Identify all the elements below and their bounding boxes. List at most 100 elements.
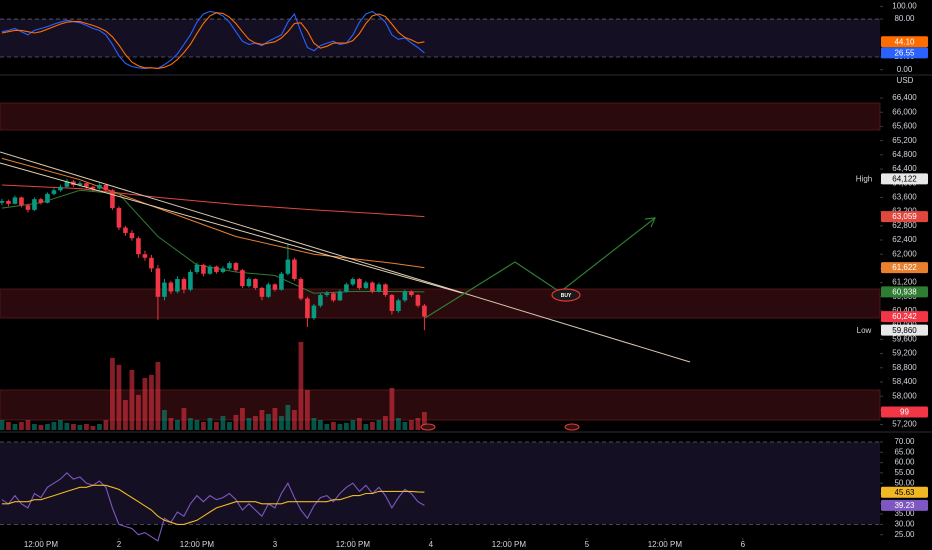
volume-bar <box>162 409 167 430</box>
candle-body <box>6 200 11 204</box>
volume-bar <box>337 423 343 430</box>
candle-body <box>149 257 154 269</box>
volume-bar <box>90 425 96 430</box>
volume-bar <box>175 419 180 430</box>
price-tag-label: High <box>856 175 872 184</box>
volume-bar <box>181 407 187 430</box>
volume-bar <box>246 417 252 430</box>
volume-bar <box>376 419 382 430</box>
volume-bar <box>220 415 226 430</box>
y-tick-label: 60,400 <box>892 306 917 315</box>
volume-bar <box>311 417 317 430</box>
y-tick-label: 64,400 <box>892 164 917 173</box>
candle-body <box>357 279 362 288</box>
price-tag-label: Low <box>857 326 872 335</box>
candle-body <box>298 279 304 299</box>
y-tick-label: 80.00 <box>894 14 915 23</box>
volume-bar <box>233 414 239 430</box>
price-tag <box>881 36 928 48</box>
y-tick-label: 30.00 <box>894 520 915 529</box>
candle-body <box>376 284 382 292</box>
candle-body <box>129 232 135 239</box>
y-tick-label: 63,600 <box>892 193 917 202</box>
y-tick-label: 58,400 <box>892 377 917 386</box>
volume-bar <box>370 421 375 430</box>
candle-body <box>227 263 232 269</box>
currency-label: USD <box>897 76 914 85</box>
volume-bar <box>12 423 18 430</box>
y-tick-label: 55.00 <box>894 468 915 477</box>
volume-bar <box>279 415 284 430</box>
volume-bar <box>51 421 57 430</box>
candle-body <box>64 181 70 187</box>
y-tick-label: 50.00 <box>894 478 915 487</box>
volume-bar <box>129 369 135 430</box>
price-tag-label: 60,938 <box>892 288 917 297</box>
x-tick-label: 12:00 PM <box>648 540 683 549</box>
candle-body <box>331 293 336 301</box>
volume-bar <box>188 417 193 430</box>
x-tick-label: 12:00 PM <box>24 540 59 549</box>
indicator-line <box>1 472 425 542</box>
price-tag <box>881 499 928 511</box>
candle-body <box>220 268 226 272</box>
y-tick-label: 70.00 <box>894 437 915 446</box>
volume-bar <box>6 421 11 430</box>
candle-body <box>116 208 122 228</box>
candle-body <box>383 284 388 296</box>
volume-bar <box>227 421 232 430</box>
candle-body <box>103 185 109 191</box>
candle-body <box>136 238 141 255</box>
price-tag-label: 45.63 <box>894 488 915 497</box>
volume-bar <box>110 357 115 430</box>
y-tick-label: 66,400 <box>892 93 917 102</box>
candle-body <box>97 185 102 189</box>
candle-body <box>318 295 323 306</box>
candle-body <box>253 279 258 288</box>
price-tag <box>881 406 928 418</box>
candle-body <box>12 197 18 204</box>
candle-body <box>25 205 31 210</box>
trend-line <box>0 151 691 363</box>
band-fill <box>0 441 880 525</box>
candle-body <box>240 270 245 287</box>
x-tick-label: 6 <box>741 540 746 549</box>
y-tick-label: 57,200 <box>892 420 917 429</box>
price-tag-label: 26.55 <box>894 48 915 57</box>
price-tag <box>881 173 928 185</box>
candle-body <box>110 190 115 209</box>
candle-body <box>246 279 252 287</box>
volume-bar <box>71 423 76 430</box>
candle-body <box>207 266 213 274</box>
candle-body <box>305 298 310 319</box>
volume-bar <box>357 417 362 430</box>
candle-body <box>155 268 161 297</box>
price-tag-label: 60,242 <box>892 312 917 321</box>
volume-bar <box>214 421 219 430</box>
candle-body <box>142 254 148 258</box>
volume-bar <box>45 423 50 430</box>
price-tag <box>881 486 928 498</box>
candle-body <box>58 186 63 191</box>
moving-average <box>1 157 425 269</box>
volume-bar <box>253 415 258 430</box>
candle-body <box>233 263 239 271</box>
volume-bar <box>136 394 141 430</box>
candle-body <box>188 271 193 290</box>
candle-body <box>84 183 89 187</box>
price-tag <box>850 324 878 336</box>
volume-bar <box>58 419 63 430</box>
volume-bar <box>285 404 291 430</box>
price-tag <box>881 262 928 274</box>
x-tick-label: 2 <box>117 540 122 549</box>
volume-bar <box>259 409 265 430</box>
price-tag-label: 64,122 <box>892 175 917 184</box>
volume-bar <box>318 419 323 430</box>
moving-average <box>1 184 425 218</box>
y-tick-label: 65.00 <box>894 447 915 456</box>
candle-body <box>19 197 24 206</box>
y-tick-label: 64,800 <box>892 150 917 159</box>
candle-body <box>181 279 187 290</box>
volume-bar <box>240 407 245 430</box>
y-tick-label: 0.00 <box>897 65 913 74</box>
